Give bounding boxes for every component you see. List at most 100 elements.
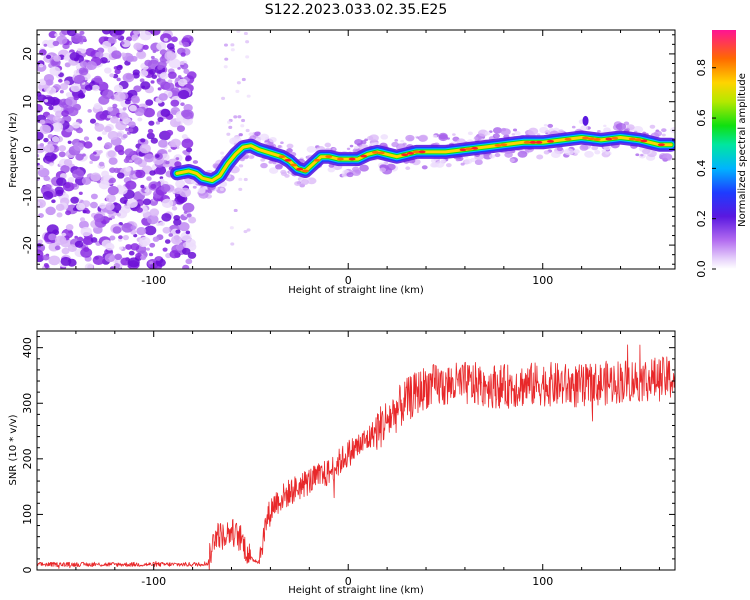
- ridge-halo-blob: [354, 169, 362, 174]
- scatter-blob: [236, 30, 241, 34]
- noise-blob: [156, 41, 167, 51]
- ridge-halo-blob: [192, 160, 199, 164]
- noise-blob: [63, 158, 73, 167]
- noise-blob: [168, 141, 176, 148]
- ridge-halo-blob: [640, 153, 644, 157]
- scatter-blob: [220, 151, 225, 155]
- ridge-peak-dash: [471, 146, 479, 150]
- noise-blob: [82, 210, 87, 214]
- ridge-halo-blob: [354, 138, 363, 146]
- noise-blob: [56, 35, 68, 45]
- noise-blob: [108, 157, 118, 165]
- ridge-peak-dash: [611, 136, 619, 140]
- ridge-peak-dash: [278, 155, 286, 159]
- noise-blob: [131, 95, 140, 103]
- noise-blob: [96, 180, 101, 184]
- noise-blob: [146, 132, 155, 140]
- noise-blob: [175, 77, 180, 82]
- ridge-halo-blob: [579, 144, 589, 151]
- noise-blob: [109, 73, 115, 78]
- noise-blob: [37, 144, 46, 154]
- noise-blob: [93, 151, 97, 155]
- ridge-peak-dash: [465, 147, 473, 151]
- noise-blob: [101, 30, 112, 35]
- noise-blob: [72, 169, 85, 180]
- ridge-peak-dash: [657, 143, 665, 147]
- ridge-halo-blob: [543, 123, 548, 127]
- noise-blob: [67, 176, 75, 183]
- ridge-halo-blob: [248, 132, 254, 137]
- noise-blob: [108, 179, 114, 184]
- ridge-halo-blob: [452, 133, 456, 136]
- ridge-halo-blob: [418, 134, 429, 142]
- ridge-halo-blob: [300, 179, 310, 185]
- noise-blob: [101, 239, 112, 248]
- scatter-blob: [245, 128, 250, 133]
- noise-blob: [127, 257, 140, 268]
- noise-blob: [68, 230, 73, 234]
- noise-blob: [39, 143, 45, 147]
- ridge-halo-blob: [474, 135, 482, 141]
- noise-blob: [109, 167, 116, 173]
- scatter-blob: [228, 125, 233, 129]
- colorbar-tick-label: 0.2: [695, 210, 708, 228]
- ridge-halo-blob: [511, 133, 516, 136]
- noise-blob: [133, 30, 141, 35]
- ridge-halo-blob: [477, 129, 489, 137]
- noise-blob: [159, 176, 164, 180]
- noise-blob: [121, 222, 134, 233]
- noise-blob: [150, 80, 155, 84]
- ridge-halo-blob: [460, 162, 465, 166]
- ridge-halo-blob: [379, 167, 387, 173]
- ridge-halo-blob: [229, 137, 240, 145]
- noise-blob: [109, 266, 116, 269]
- noise-blob: [147, 214, 159, 225]
- ridge-halo-blob: [349, 144, 354, 148]
- noise-blob: [171, 235, 182, 245]
- ridge-halo-blob: [464, 158, 473, 165]
- noise-blob: [160, 184, 171, 193]
- noise-blob: [149, 242, 156, 248]
- snr-xtick-label: 100: [532, 575, 553, 588]
- ridge-peak-dash: [313, 158, 321, 162]
- noise-blob: [89, 118, 96, 124]
- noise-blob: [65, 210, 72, 216]
- ridge-halo-blob: [280, 171, 288, 176]
- noise-blob: [47, 134, 54, 139]
- noise-blob: [133, 157, 143, 165]
- noise-blob: [139, 30, 152, 41]
- noise-blob: [126, 55, 134, 63]
- noise-blob: [122, 234, 130, 241]
- noise-blob: [56, 212, 63, 218]
- ridge-peak-dash: [605, 137, 613, 141]
- ridge-halo-blob: [547, 123, 554, 128]
- ridge-peak-dash: [377, 151, 385, 155]
- spectrogram-ytick-label: 10: [21, 95, 34, 109]
- snr-panel: -100 0 100 0 100 200 300 400 Height of straight…: [8, 330, 676, 596]
- noise-blob: [133, 233, 138, 238]
- noise-blob: [137, 50, 146, 58]
- scatter-blob: [230, 242, 235, 246]
- snr-ticks: -100 0 100 0 100 200 300 400: [21, 331, 675, 588]
- ridge-halo-blob: [605, 151, 610, 155]
- noise-blob: [139, 236, 151, 247]
- colorbar-tick-label: 0.4: [695, 160, 708, 178]
- noise-blob: [185, 258, 193, 265]
- noise-blob: [58, 78, 63, 83]
- spectrogram-ytick-label: 0: [21, 146, 34, 153]
- snr-ytick-label: 400: [21, 337, 34, 358]
- noise-blob: [181, 134, 188, 140]
- scatter-blob: [246, 94, 251, 98]
- noise-blob: [125, 127, 130, 132]
- noise-blob: [37, 239, 43, 244]
- noise-blob: [165, 129, 174, 136]
- noise-blob: [79, 217, 86, 222]
- noise-blob: [51, 199, 56, 204]
- ridge-halo-blob: [391, 141, 399, 148]
- ridge-peak-dash: [290, 163, 298, 167]
- noise-blob: [136, 226, 147, 236]
- noise-blob: [175, 244, 184, 251]
- noise-blob: [83, 136, 90, 141]
- noise-blob: [149, 208, 160, 217]
- noise-blob: [176, 125, 185, 133]
